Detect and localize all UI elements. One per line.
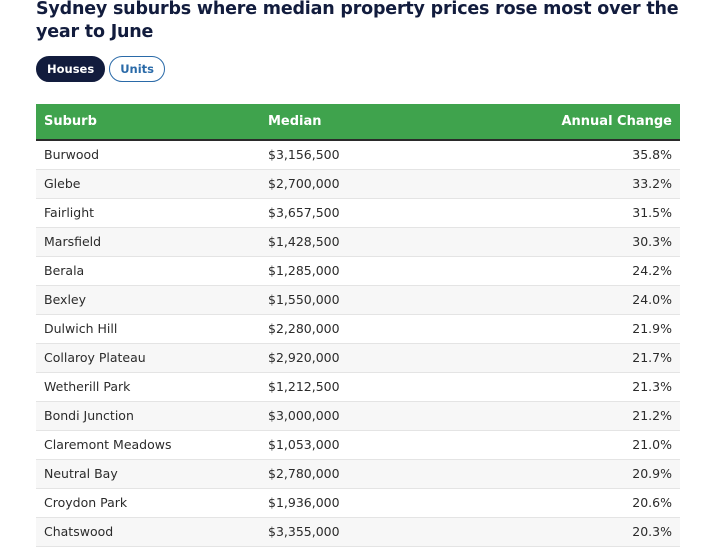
table-row: Dulwich Hill $2,280,000 21.9% [36, 314, 680, 344]
table-row: Wetherill Park $1,212,500 21.3% [36, 372, 680, 402]
median-cell: $3,000,000 [260, 401, 480, 431]
median-cell: $3,657,500 [260, 198, 480, 228]
suburb-cell: Dulwich Hill [36, 314, 260, 344]
suburb-cell: Bexley [36, 285, 260, 315]
suburb-cell: Berala [36, 256, 260, 286]
tab-houses[interactable]: Houses [36, 56, 106, 82]
annual-change-cell: 31.5% [480, 198, 680, 228]
tab-units[interactable]: Units [109, 56, 166, 82]
suburb-cell: Bondi Junction [36, 401, 260, 431]
median-cell: $2,280,000 [260, 314, 480, 344]
suburb-price-table: Suburb Median Annual Change Burwood $3,15… [36, 104, 680, 547]
median-cell: $1,550,000 [260, 285, 480, 315]
suburb-cell: Collaroy Plateau [36, 343, 260, 373]
table-row: Bondi Junction $3,000,000 21.2% [36, 401, 680, 431]
annual-change-cell: 20.9% [480, 459, 680, 489]
annual-change-cell: 21.3% [480, 372, 680, 402]
suburb-cell: Marsfield [36, 227, 260, 257]
table-row: Neutral Bay $2,780,000 20.9% [36, 459, 680, 489]
table-row: Glebe $2,700,000 33.2% [36, 169, 680, 199]
median-cell: $2,700,000 [260, 169, 480, 199]
page-container: Sydney suburbs where median property pri… [36, 0, 680, 547]
annual-change-cell: 20.6% [480, 488, 680, 518]
median-cell: $1,212,500 [260, 372, 480, 402]
table-header: Suburb Median Annual Change [36, 104, 680, 141]
annual-change-cell: 35.8% [480, 140, 680, 170]
median-cell: $3,156,500 [260, 140, 480, 170]
table-row: Claremont Meadows $1,053,000 21.0% [36, 430, 680, 460]
median-cell: $1,053,000 [260, 430, 480, 460]
table-row: Burwood $3,156,500 35.8% [36, 140, 680, 170]
annual-change-cell: 21.7% [480, 343, 680, 373]
table-body: Burwood $3,156,500 35.8% Glebe $2,700,000 33.… [36, 140, 680, 547]
suburb-cell: Glebe [36, 169, 260, 199]
median-cell: $1,428,500 [260, 227, 480, 257]
suburb-cell: Claremont Meadows [36, 430, 260, 460]
annual-change-cell: 21.2% [480, 401, 680, 431]
table-row: Berala $1,285,000 24.2% [36, 256, 680, 286]
page-title: Sydney suburbs where median property pri… [36, 0, 679, 42]
median-cell: $1,285,000 [260, 256, 480, 286]
column-header-median[interactable]: Median [260, 104, 480, 141]
annual-change-cell: 33.2% [480, 169, 680, 199]
suburb-cell: Neutral Bay [36, 459, 260, 489]
median-cell: $2,780,000 [260, 459, 480, 489]
table-header-row: Suburb Median Annual Change [36, 104, 680, 141]
table-row: Croydon Park $1,936,000 20.6% [36, 488, 680, 518]
annual-change-cell: 24.2% [480, 256, 680, 286]
annual-change-cell: 21.0% [480, 430, 680, 460]
table-row: Collaroy Plateau $2,920,000 21.7% [36, 343, 680, 373]
suburb-cell: Burwood [36, 140, 260, 170]
suburb-cell: Croydon Park [36, 488, 260, 518]
table-row: Marsfield $1,428,500 30.3% [36, 227, 680, 257]
suburb-cell: Fairlight [36, 198, 260, 228]
column-header-annual-change[interactable]: Annual Change [480, 104, 680, 141]
tab-bar: Houses Units [36, 56, 680, 82]
median-cell: $1,936,000 [260, 488, 480, 518]
suburb-cell: Wetherill Park [36, 372, 260, 402]
column-header-suburb[interactable]: Suburb [36, 104, 260, 141]
annual-change-cell: 21.9% [480, 314, 680, 344]
annual-change-cell: 30.3% [480, 227, 680, 257]
table-row: Bexley $1,550,000 24.0% [36, 285, 680, 315]
annual-change-cell: 24.0% [480, 285, 680, 315]
median-cell: $2,920,000 [260, 343, 480, 373]
table-row: Fairlight $3,657,500 31.5% [36, 198, 680, 228]
